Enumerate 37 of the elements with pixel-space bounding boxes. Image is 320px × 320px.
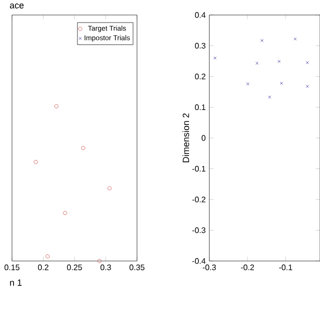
- point: [34, 160, 38, 164]
- x-tick-label: -0.3: [202, 264, 216, 270]
- x-tick-label: 0.25: [67, 264, 82, 270]
- y-tick-label: 0: [202, 135, 206, 141]
- y-tick-label: -0.3: [192, 227, 206, 234]
- x-tick-label: -0.2: [240, 264, 254, 270]
- point: [280, 82, 283, 85]
- point: [278, 60, 281, 63]
- point: [306, 61, 309, 64]
- point: [63, 211, 68, 216]
- point: [260, 39, 264, 42]
- x-tick-label: 0.15: [4, 264, 20, 270]
- x-tick-label: 0.3: [100, 264, 111, 270]
- point: [46, 254, 50, 258]
- y-tick-label: 0.2: [194, 74, 206, 80]
- point: [108, 186, 112, 190]
- x-tick-label: -0.1: [279, 264, 292, 270]
- point: [54, 104, 58, 108]
- point: [81, 146, 86, 150]
- y-tick-label: 0.4: [194, 12, 206, 18]
- x-tick-label: 0.2: [38, 264, 48, 270]
- x-axis-title: n 1: [10, 280, 22, 286]
- chart-title: ace: [10, 4, 24, 8]
- point: [294, 38, 297, 40]
- y-tick-label: 0.3: [194, 42, 206, 49]
- x-tick-label: 0.35: [130, 264, 144, 270]
- point: [268, 96, 272, 99]
- y-tick-label: 0.1: [194, 104, 206, 110]
- point: [256, 62, 258, 65]
- point: [98, 259, 102, 263]
- y-tick-label: -0.4: [192, 258, 206, 264]
- y-tick-label: -0.1: [192, 166, 206, 172]
- point: [306, 84, 309, 88]
- point: [214, 56, 217, 60]
- point: [246, 82, 250, 86]
- y-axis-title: Dimension 2: [182, 113, 190, 162]
- y-tick-label: -0.2: [192, 196, 206, 202]
